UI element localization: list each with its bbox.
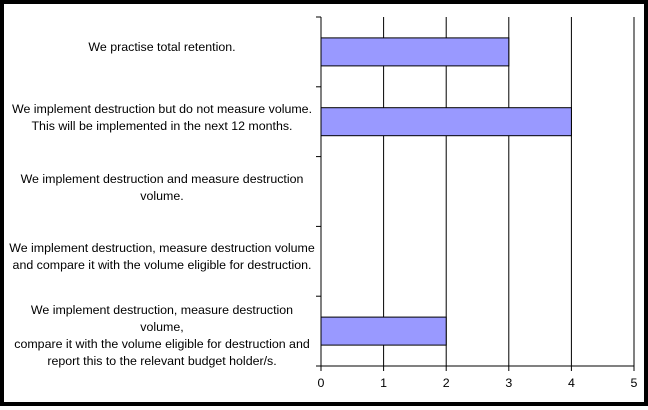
- category-label-4: We implement destruction, measure destru…: [9, 302, 315, 370]
- category-label-0: We practise total retention.: [9, 39, 315, 56]
- category-label-line: and compare it with the volume eligible …: [12, 258, 312, 273]
- bar-1: [320, 107, 572, 137]
- category-label-line: compare it with the volume eligible for …: [14, 336, 310, 351]
- x-tick-label-5: 5: [631, 376, 638, 390]
- category-label-3: We implement destruction, measure destru…: [9, 240, 315, 274]
- bar-4: [320, 316, 447, 346]
- x-tick-label-0: 0: [318, 376, 325, 390]
- category-label-line: We practise total retention.: [88, 40, 236, 55]
- category-label-2: We implement destruction and measure des…: [9, 171, 315, 205]
- category-label-line: This will be implemented in the next 12 …: [31, 118, 293, 133]
- category-label-line: report this to the relevant budget holde…: [47, 353, 277, 368]
- x-tick-label-1: 1: [380, 376, 387, 390]
- bar-0: [320, 37, 510, 67]
- category-label-line: We implement destruction and measure des…: [20, 171, 304, 186]
- category-label-1: We implement destruction but do not meas…: [9, 101, 315, 135]
- bar-chart: 0 1 2 3 4 5: [316, 16, 638, 390]
- x-tick-label-2: 2: [443, 376, 450, 390]
- x-tick-label-4: 4: [568, 376, 575, 390]
- x-tick-label-3: 3: [505, 376, 512, 390]
- category-label-line: We implement destruction, measure destru…: [30, 302, 294, 334]
- category-label-line: We implement destruction, measure destru…: [9, 241, 315, 256]
- category-label-line: volume.: [140, 188, 184, 203]
- category-label-line: We implement destruction but do not meas…: [11, 101, 313, 116]
